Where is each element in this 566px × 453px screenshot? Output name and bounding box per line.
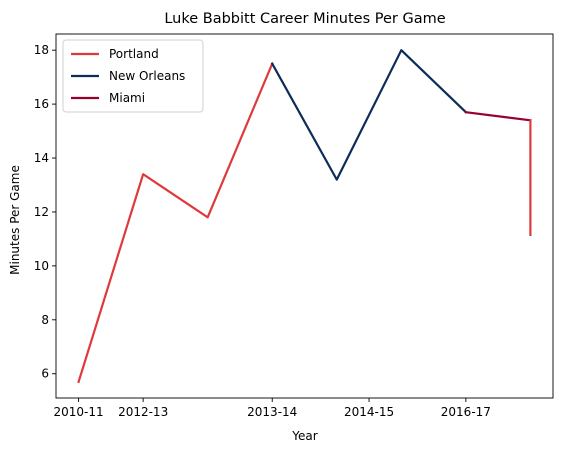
y-tick-label: 6 <box>41 367 49 381</box>
y-tick-label: 14 <box>34 151 49 165</box>
legend-label-portland: Portland <box>109 47 159 61</box>
x-axis-label: Year <box>291 429 317 443</box>
legend-label-miami: Miami <box>109 91 145 105</box>
x-tick-label: 2014-15 <box>344 405 394 419</box>
legend-label-new-orleans: New Orleans <box>109 69 185 83</box>
series-line-new-orleans <box>270 49 468 181</box>
chart-title: Luke Babbitt Career Minutes Per Game <box>164 11 445 27</box>
y-tick-label: 10 <box>34 259 49 273</box>
x-tick-label: 2013-14 <box>247 405 297 419</box>
y-axis-label: Minutes Per Game <box>8 165 22 275</box>
y-tick-label: 12 <box>34 205 49 219</box>
plot-frame <box>55 33 554 399</box>
y-tick-label: 8 <box>41 313 49 327</box>
legend: Portland New Orleans Miami <box>62 39 204 113</box>
series-line-miami <box>464 110 532 122</box>
x-tick-label: 2016-17 <box>441 405 491 419</box>
legend-box <box>62 39 204 113</box>
x-tick-label: 2010-11 <box>54 405 104 419</box>
y-tick-label: 16 <box>34 97 49 111</box>
plot-area: 6 8 10 12 14 16 18 2010-11 2012-13 2013-14 2014-15… <box>34 33 554 419</box>
series-line-portland <box>77 62 274 384</box>
x-tick-label: 2012-13 <box>118 405 168 419</box>
y-tick-label: 18 <box>34 43 49 57</box>
